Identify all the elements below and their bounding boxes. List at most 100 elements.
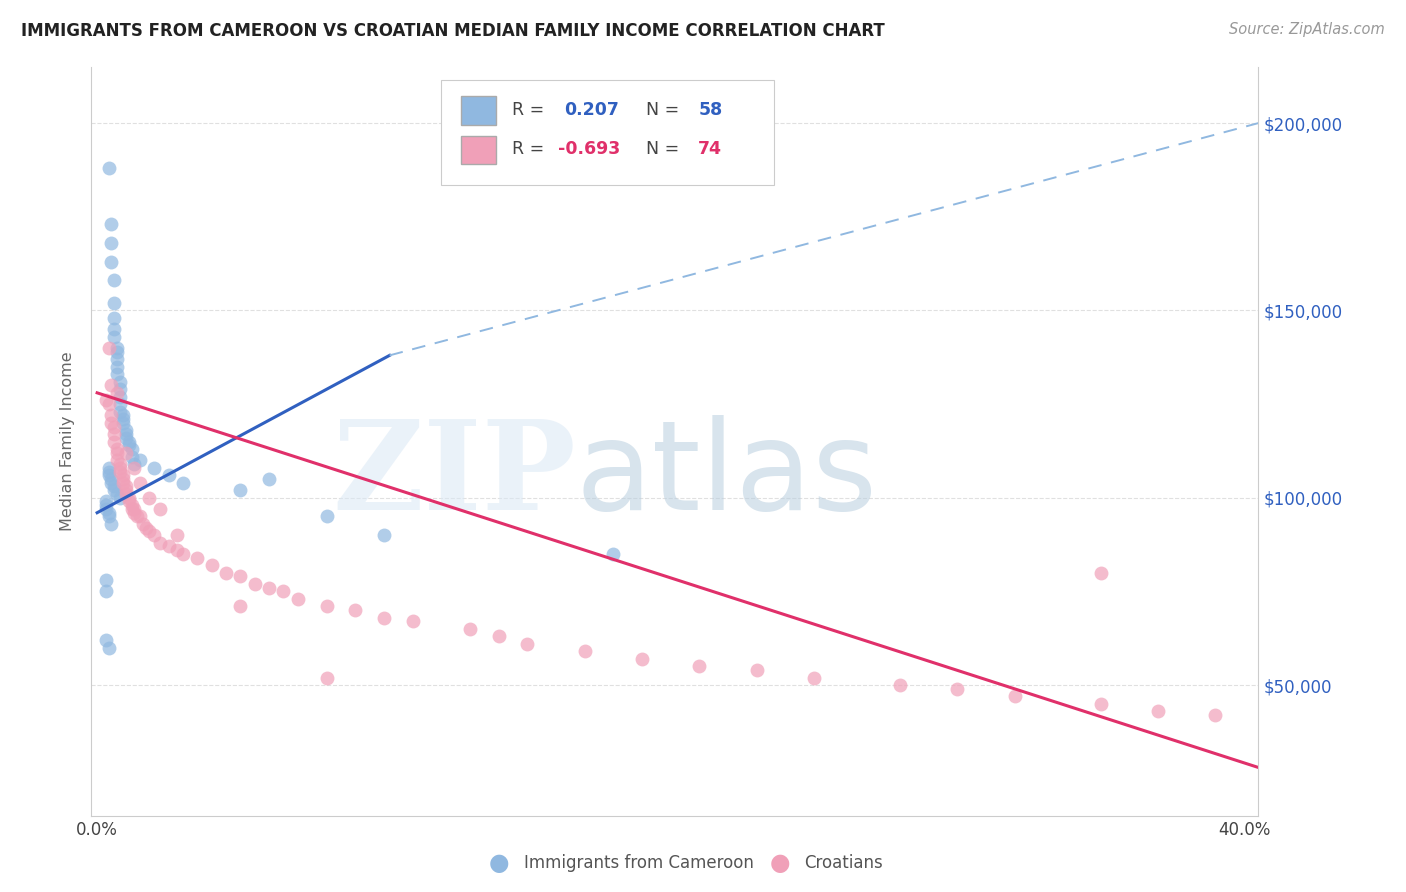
- Point: [118, 434, 141, 449]
- Point: [135, 521, 157, 535]
- Point: [103, 296, 125, 310]
- Text: ●: ●: [489, 852, 509, 875]
- Point: [103, 427, 125, 442]
- Point: [97, 397, 120, 411]
- Text: 0.207: 0.207: [564, 101, 619, 119]
- Point: [121, 502, 143, 516]
- Point: [114, 446, 136, 460]
- Point: [114, 427, 136, 442]
- Point: [114, 431, 136, 445]
- Point: [315, 599, 337, 614]
- Text: -0.693: -0.693: [558, 140, 620, 158]
- Point: [105, 487, 128, 501]
- Point: [124, 502, 146, 516]
- Point: [100, 409, 122, 423]
- Text: 74: 74: [699, 140, 723, 158]
- Text: 58: 58: [699, 101, 723, 119]
- Point: [97, 468, 120, 483]
- Point: [124, 460, 146, 475]
- Point: [121, 498, 143, 512]
- Point: [114, 423, 136, 437]
- Point: [287, 591, 309, 606]
- Point: [100, 235, 122, 250]
- Point: [103, 329, 125, 343]
- Text: ZIP: ZIP: [332, 415, 575, 536]
- Point: [215, 566, 238, 580]
- Point: [127, 509, 149, 524]
- Point: [103, 273, 125, 287]
- Point: [157, 468, 180, 483]
- Point: [97, 465, 120, 479]
- FancyBboxPatch shape: [441, 79, 775, 185]
- Point: [97, 341, 120, 355]
- Point: [458, 622, 481, 636]
- Point: [111, 416, 134, 430]
- Point: [257, 472, 280, 486]
- Point: [1090, 566, 1112, 580]
- Point: [124, 457, 146, 471]
- Point: [111, 475, 134, 490]
- Text: Source: ZipAtlas.com: Source: ZipAtlas.com: [1229, 22, 1385, 37]
- Point: [97, 640, 120, 655]
- Point: [516, 637, 538, 651]
- Text: Croatians: Croatians: [804, 855, 883, 872]
- Point: [97, 161, 120, 175]
- Point: [688, 659, 710, 673]
- Point: [488, 629, 510, 643]
- Point: [172, 475, 194, 490]
- Point: [108, 465, 131, 479]
- Point: [108, 404, 131, 418]
- Point: [1004, 690, 1026, 704]
- Point: [1090, 697, 1112, 711]
- FancyBboxPatch shape: [461, 136, 496, 164]
- Point: [631, 652, 654, 666]
- Point: [745, 663, 768, 677]
- Point: [105, 453, 128, 467]
- Point: [105, 446, 128, 460]
- Point: [229, 483, 252, 498]
- Point: [111, 468, 134, 483]
- Point: [1147, 704, 1170, 718]
- Point: [94, 584, 117, 599]
- Point: [118, 438, 141, 452]
- Point: [105, 442, 128, 456]
- Point: [129, 453, 152, 467]
- Point: [273, 584, 295, 599]
- Point: [574, 644, 596, 658]
- Point: [243, 577, 266, 591]
- Point: [229, 599, 252, 614]
- Point: [100, 472, 122, 486]
- Point: [108, 397, 131, 411]
- Point: [105, 341, 128, 355]
- Point: [105, 352, 128, 367]
- Point: [946, 681, 969, 696]
- Point: [111, 412, 134, 426]
- Point: [803, 671, 825, 685]
- Point: [108, 375, 131, 389]
- Point: [889, 678, 911, 692]
- Point: [97, 509, 120, 524]
- Text: R =: R =: [512, 140, 550, 158]
- Point: [94, 498, 117, 512]
- Point: [118, 491, 141, 505]
- Point: [105, 344, 128, 359]
- Point: [103, 479, 125, 493]
- Point: [100, 516, 122, 531]
- Point: [114, 487, 136, 501]
- Point: [129, 509, 152, 524]
- Point: [132, 516, 155, 531]
- Point: [229, 569, 252, 583]
- Y-axis label: Median Family Income: Median Family Income: [60, 351, 76, 532]
- Point: [111, 472, 134, 486]
- Point: [118, 494, 141, 508]
- Point: [108, 460, 131, 475]
- Point: [111, 409, 134, 423]
- Point: [149, 535, 172, 549]
- Point: [124, 506, 146, 520]
- Point: [94, 393, 117, 408]
- Point: [100, 217, 122, 231]
- FancyBboxPatch shape: [461, 96, 496, 125]
- Text: Immigrants from Cameroon: Immigrants from Cameroon: [524, 855, 754, 872]
- Point: [172, 547, 194, 561]
- Point: [121, 450, 143, 464]
